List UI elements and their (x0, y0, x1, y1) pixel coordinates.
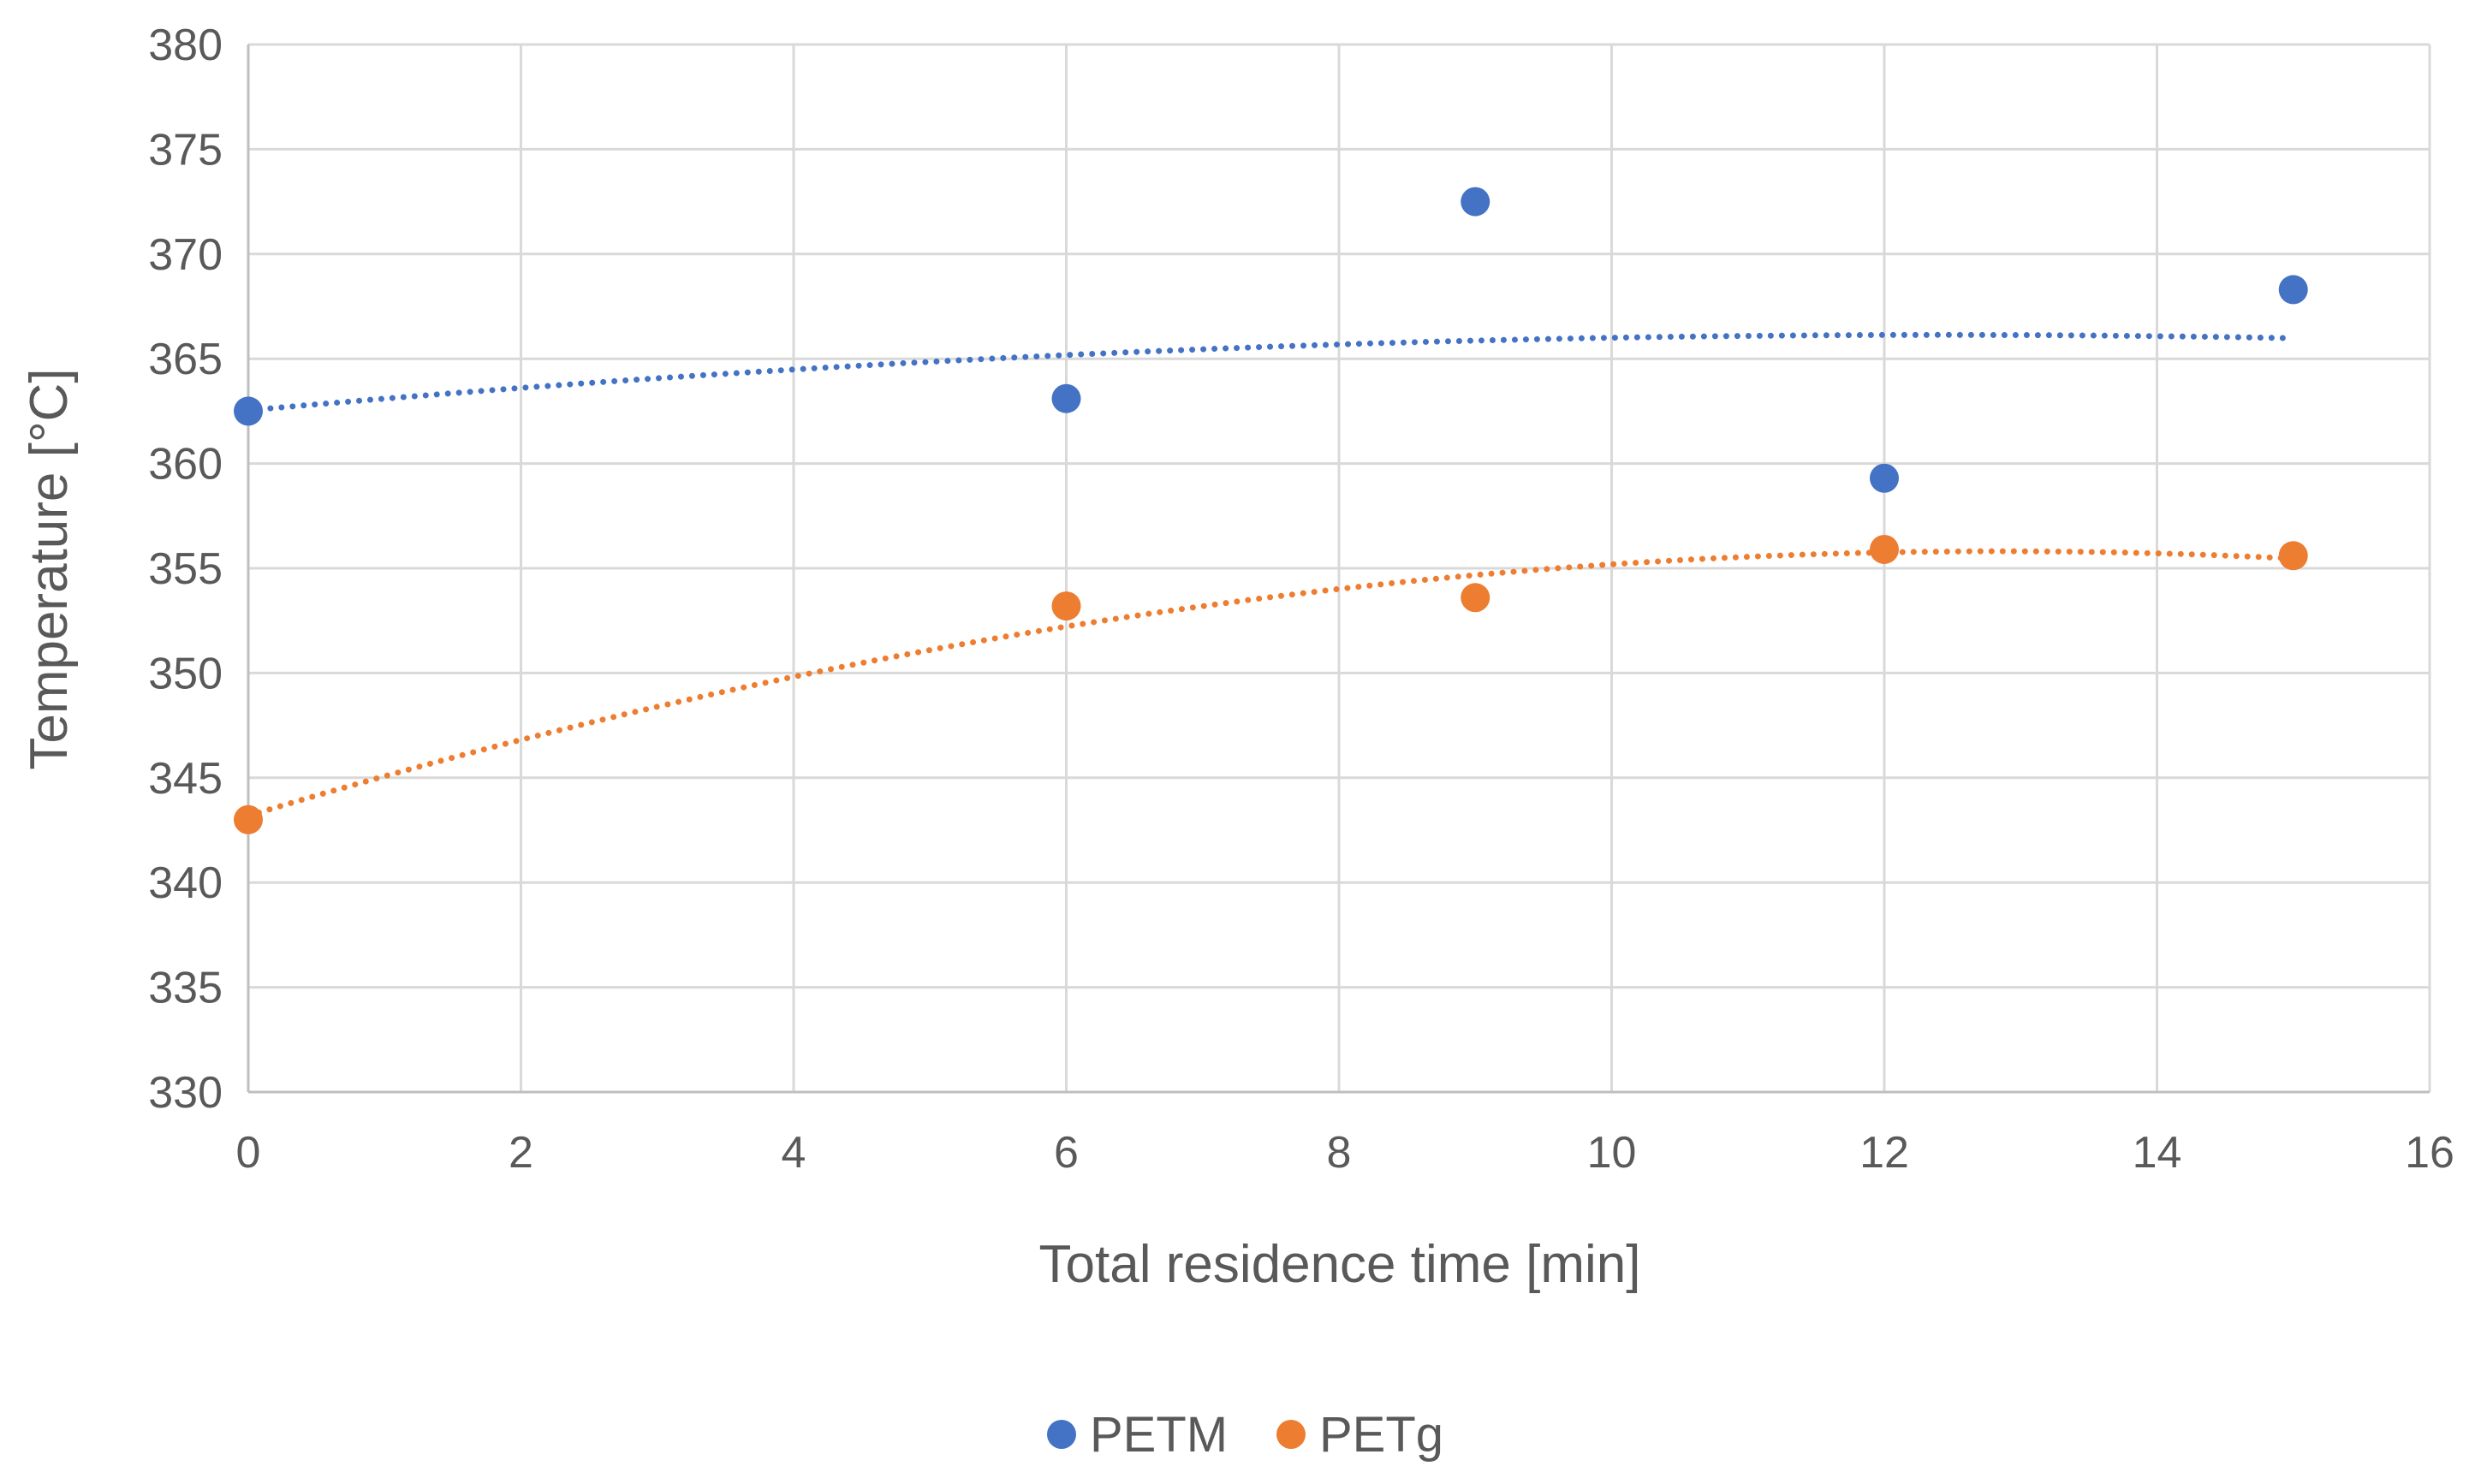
y-tick-label: 365 (148, 335, 223, 384)
x-tick-label: 14 (2133, 1128, 2182, 1178)
trendline-petm (245, 331, 2297, 413)
y-tick-label: 350 (148, 649, 223, 698)
legend-marker-petg (1276, 1420, 1306, 1449)
data-point-petm (1870, 463, 1899, 493)
x-tick-labels: 0 2 4 6 8 10 12 14 16 (236, 1128, 2454, 1178)
x-tick-label: 6 (1054, 1128, 1079, 1178)
trendlines (245, 331, 2297, 819)
legend: PETM PETg (1047, 1407, 1443, 1463)
x-tick-label: 12 (1859, 1128, 1909, 1178)
data-point-petg (1870, 534, 1899, 564)
axes (247, 45, 2430, 1094)
legend-label-petg: PETg (1319, 1407, 1443, 1463)
data-points (234, 187, 2308, 834)
x-tick-label: 4 (782, 1128, 806, 1178)
x-tick-label: 0 (236, 1128, 261, 1178)
y-tick-label: 370 (148, 230, 223, 280)
x-tick-label: 8 (1327, 1128, 1352, 1178)
y-tick-label: 335 (148, 964, 223, 1013)
data-point-petm (234, 396, 263, 426)
x-axis-title: Total residence time [min] (1039, 1235, 1641, 1294)
data-point-petg (2278, 541, 2308, 571)
x-tick-label: 2 (509, 1128, 533, 1178)
grid-lines (248, 43, 2431, 1092)
y-tick-label: 340 (148, 858, 223, 908)
y-tick-labels: 330 335 340 345 350 355 360 365 370 375 380 (148, 21, 223, 1118)
x-tick-label: 10 (1587, 1128, 1637, 1178)
y-axis-title: Temperature [°C] (20, 368, 79, 769)
y-tick-label: 360 (148, 440, 223, 490)
data-point-petg (234, 804, 263, 834)
x-tick-label: 16 (2405, 1128, 2454, 1178)
data-point-petm (2278, 275, 2308, 305)
y-tick-label: 375 (148, 125, 223, 175)
trendline-petg (245, 548, 2297, 819)
legend-marker-petm (1047, 1420, 1076, 1449)
y-tick-label: 330 (148, 1068, 223, 1118)
data-point-petm (1051, 383, 1081, 413)
y-tick-label: 380 (148, 21, 223, 70)
data-point-petm (1461, 187, 1490, 217)
y-tick-label: 355 (148, 544, 223, 594)
data-point-petg (1051, 591, 1081, 621)
y-tick-label: 345 (148, 754, 223, 804)
legend-label-petm: PETM (1090, 1407, 1228, 1463)
data-point-petg (1461, 583, 1490, 613)
